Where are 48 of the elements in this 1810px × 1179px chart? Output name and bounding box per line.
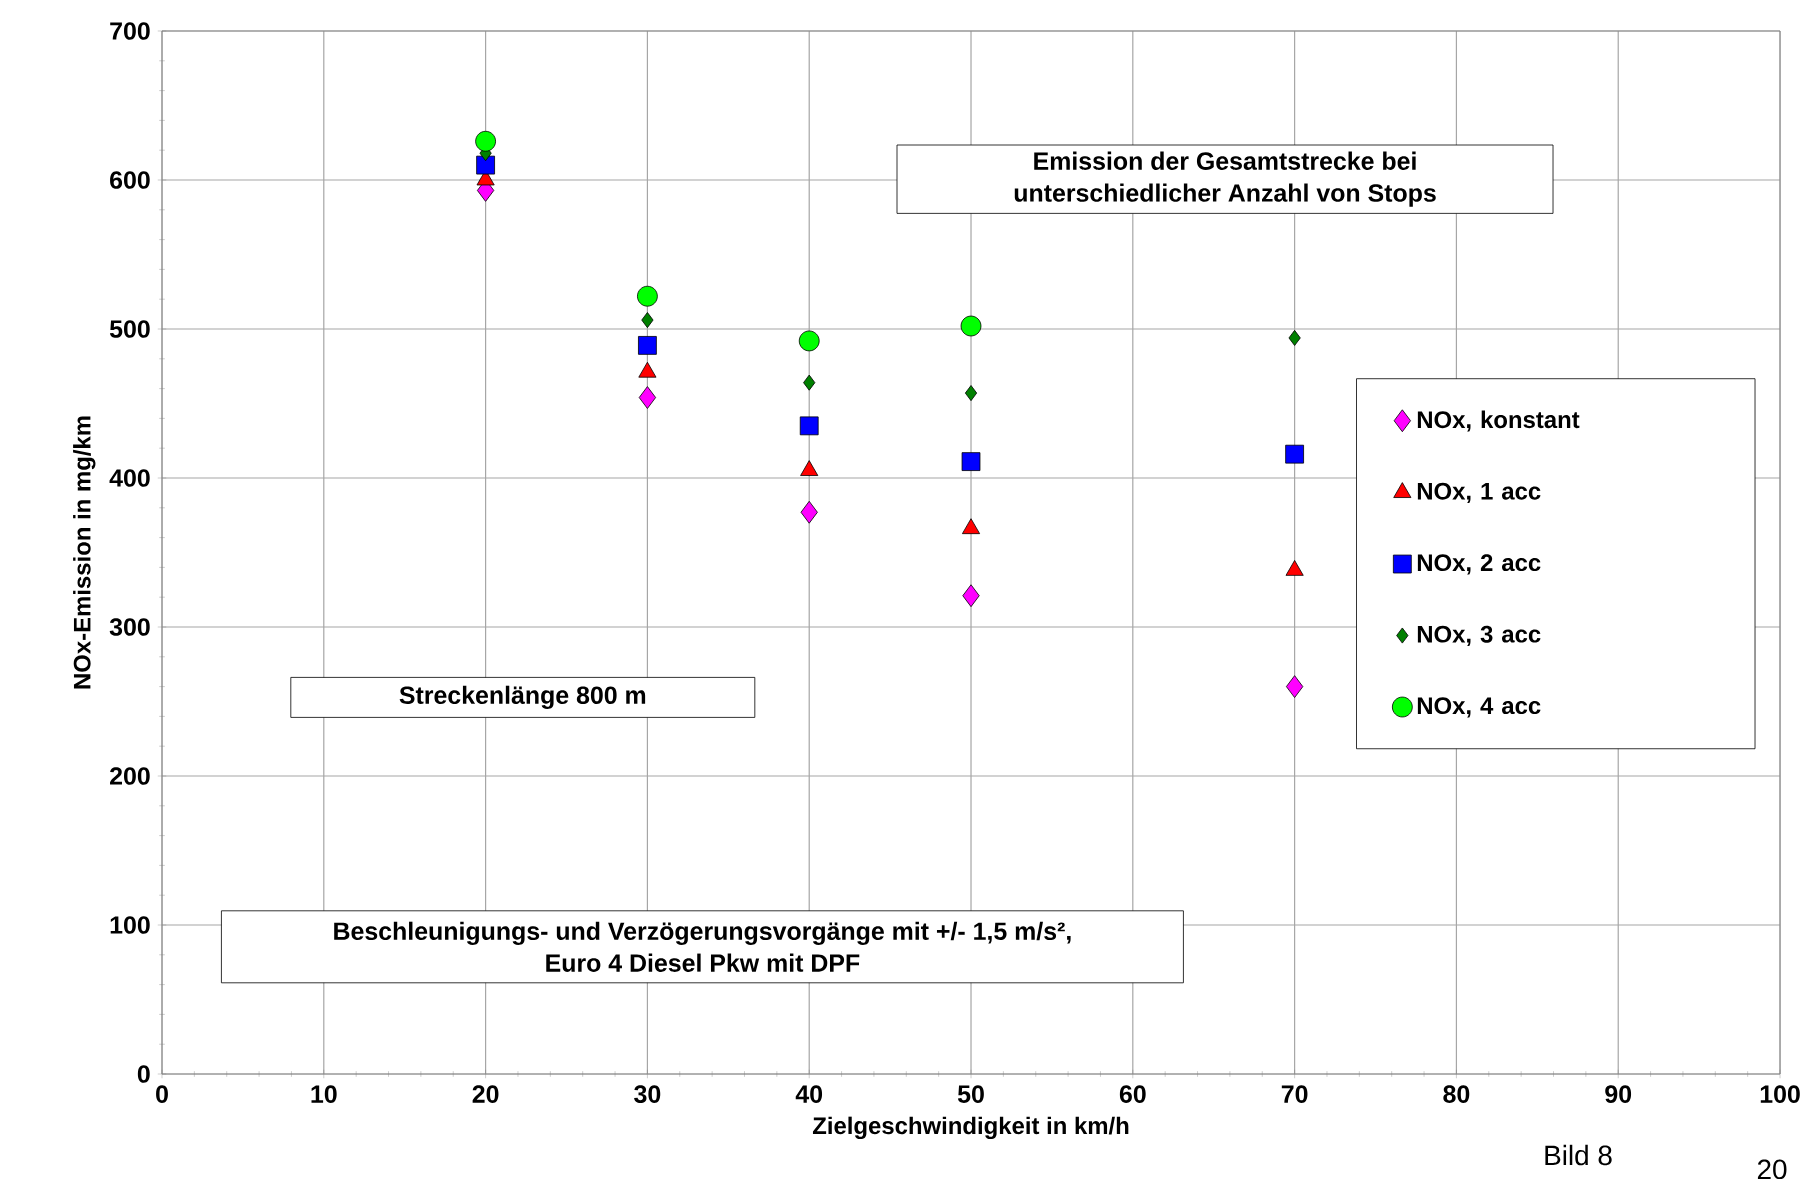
y-tick-label: 100 — [110, 916, 150, 934]
x-tick-label: 20 — [472, 1085, 499, 1103]
x-tick-label: 40 — [795, 1085, 823, 1103]
y-axis-title: NOx-Emission in mg/km — [73, 416, 96, 689]
point — [641, 312, 654, 329]
x-tick-label: 0 — [156, 1085, 168, 1103]
y-tick-label: 300 — [109, 618, 150, 636]
y-tick-label: 400 — [109, 469, 150, 487]
point — [803, 374, 816, 391]
point — [960, 315, 982, 337]
y-tick-label: 700 — [110, 22, 150, 40]
point — [638, 336, 657, 355]
legend-label: NOx, 3 acc — [1417, 625, 1541, 647]
point — [800, 500, 818, 524]
point — [799, 416, 819, 436]
annotation: Streckenlänge 800 m — [399, 685, 646, 710]
x-tick-label: 100 — [1760, 1085, 1800, 1103]
x-tick-label: 10 — [311, 1085, 337, 1103]
x-tick-label: 50 — [957, 1085, 984, 1103]
x-tick-label: 30 — [634, 1085, 661, 1103]
point — [962, 584, 980, 608]
legend-label: NOx, 4 acc — [1417, 697, 1541, 718]
point — [798, 330, 820, 352]
legend-label: NOx, 1 acc — [1417, 482, 1541, 504]
x-axis-title: Zielgeschwindigkeit in km/h — [812, 1116, 1129, 1140]
legend-label: NOx, konstant — [1417, 410, 1580, 432]
point — [476, 155, 495, 175]
y-tick-label: 600 — [110, 171, 150, 189]
point — [1285, 444, 1304, 464]
y-tick-label: 200 — [110, 767, 150, 785]
point — [475, 130, 496, 152]
legend-label: NOx, 2 acc — [1417, 554, 1541, 575]
y-tick-label: 500 — [109, 320, 150, 338]
x-tick-label: 70 — [1281, 1085, 1308, 1103]
point — [1288, 329, 1301, 346]
point — [1286, 675, 1304, 698]
text: 20 — [1757, 1159, 1787, 1179]
point — [637, 285, 658, 307]
point — [638, 386, 657, 409]
point — [964, 385, 978, 402]
text: Bild 8 — [1545, 1144, 1612, 1166]
annotation: Emission der Gesamtstrecke bei unterschiedlicher Anzahl von Stops — [1014, 151, 1436, 207]
point — [961, 452, 981, 471]
x-tick-label: 60 — [1119, 1085, 1146, 1103]
y-tick-label: 0 — [137, 1065, 150, 1083]
x-tick-label: 80 — [1443, 1085, 1470, 1103]
x-tick-label: 90 — [1605, 1085, 1632, 1103]
annotation: Beschleunigungs- und Verzögerungsvorgänge mit +/- 1,5 m/s², Euro 4 Diesel Pkw mit DPF — [334, 921, 1071, 972]
